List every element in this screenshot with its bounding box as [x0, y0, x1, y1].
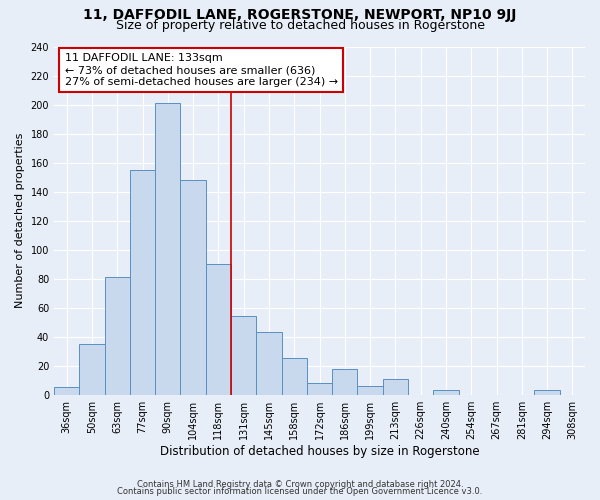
Y-axis label: Number of detached properties: Number of detached properties	[15, 133, 25, 308]
Bar	[231, 316, 256, 394]
Bar	[383, 378, 408, 394]
Bar	[256, 332, 281, 394]
Bar	[104, 277, 130, 394]
Bar	[206, 264, 231, 394]
Text: 11 DAFFODIL LANE: 133sqm
← 73% of detached houses are smaller (636)
27% of semi-: 11 DAFFODIL LANE: 133sqm ← 73% of detach…	[65, 54, 338, 86]
Text: Contains public sector information licensed under the Open Government Licence v3: Contains public sector information licen…	[118, 487, 482, 496]
Bar	[155, 103, 181, 395]
X-axis label: Distribution of detached houses by size in Rogerstone: Distribution of detached houses by size …	[160, 444, 479, 458]
Bar	[332, 368, 358, 394]
Bar	[281, 358, 307, 394]
Text: 11, DAFFODIL LANE, ROGERSTONE, NEWPORT, NP10 9JJ: 11, DAFFODIL LANE, ROGERSTONE, NEWPORT, …	[83, 8, 517, 22]
Bar	[307, 383, 332, 394]
Text: Contains HM Land Registry data © Crown copyright and database right 2024.: Contains HM Land Registry data © Crown c…	[137, 480, 463, 489]
Bar	[433, 390, 458, 394]
Bar	[181, 180, 206, 394]
Bar	[130, 170, 155, 394]
Bar	[79, 344, 104, 395]
Bar	[358, 386, 383, 394]
Text: Size of property relative to detached houses in Rogerstone: Size of property relative to detached ho…	[115, 18, 485, 32]
Bar	[535, 390, 560, 394]
Bar	[54, 388, 79, 394]
